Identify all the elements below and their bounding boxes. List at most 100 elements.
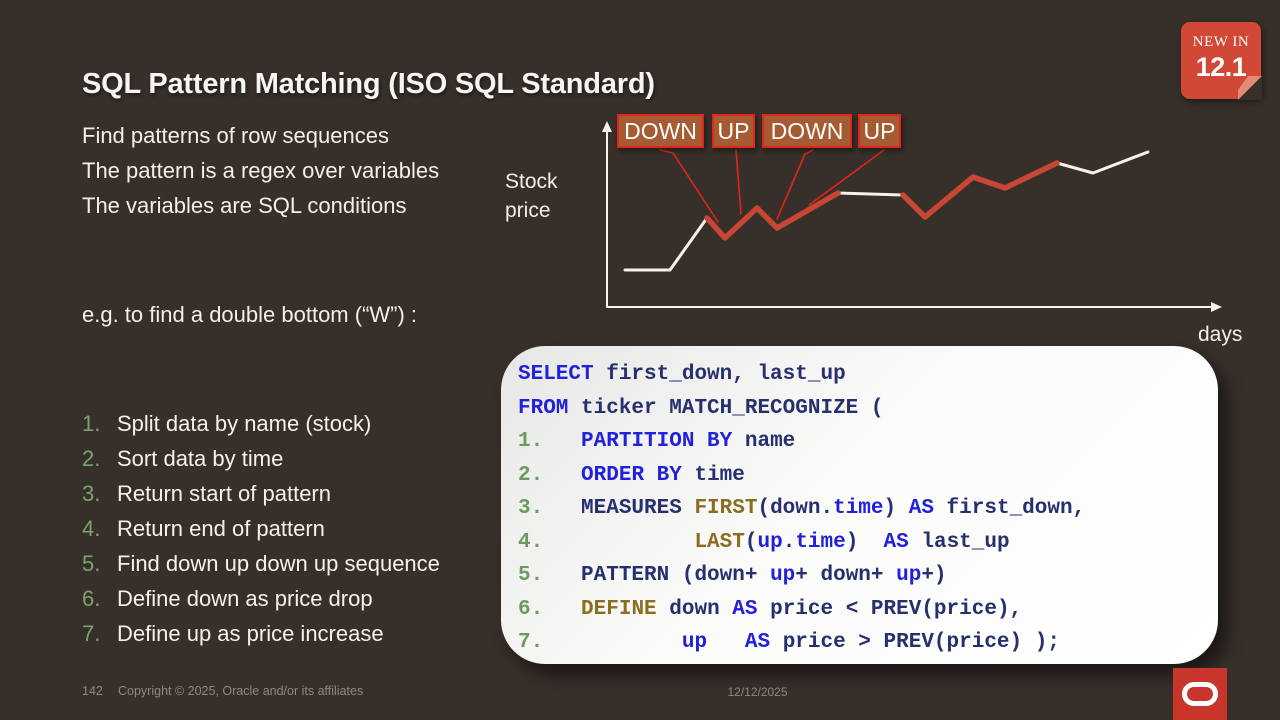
code-token: 6. <box>518 597 544 621</box>
y-axis-label: Stock price <box>505 170 558 222</box>
step-text: Define up as price increase <box>117 621 384 646</box>
step-item: 3. Return start of pattern <box>82 476 440 511</box>
y-axis-arrow-icon <box>602 121 612 132</box>
step-number: 1. <box>82 411 101 436</box>
code-line: 3. MEASURES FIRST(down.time) AS first_do… <box>518 492 1210 526</box>
steps-list: 1. Split data by name (stock) 2. Sort data … <box>82 406 440 651</box>
code-line: FROM ticker MATCH_RECOGNIZE ( <box>518 392 1210 426</box>
intro-lines: Find patterns of row sequences The patte… <box>82 118 439 223</box>
code-line: 2. ORDER BY time <box>518 459 1210 493</box>
code-lines: SELECT first_down, last_up FROM ticker MA… <box>518 358 1210 660</box>
code-token: up <box>681 631 708 654</box>
code-token: ) <box>845 530 884 554</box>
code-token: time <box>681 463 745 487</box>
oracle-logo <box>1173 668 1227 720</box>
code-line: 1. PARTITION BY name <box>518 425 1210 459</box>
code-token: ( <box>744 530 758 554</box>
code-token: AS <box>908 497 934 520</box>
stock-line-segment-red <box>900 160 1060 220</box>
code-token: PATTERN (down+ <box>543 564 771 587</box>
step-text: Sort data by time <box>117 446 284 471</box>
code-token: +) <box>921 564 947 587</box>
code-token: . <box>782 530 796 554</box>
code-token: ticker MATCH_RECOGNIZE ( <box>568 396 884 420</box>
oracle-o-icon <box>1182 682 1218 706</box>
code-token: AS <box>883 530 909 554</box>
code-token: time <box>833 497 884 520</box>
pattern-badge: DOWN <box>617 114 704 148</box>
pattern-badge: UP <box>712 114 755 148</box>
step-text: Find down up down up sequence <box>117 551 440 576</box>
step-item: 4. Return end of pattern <box>82 511 440 546</box>
code-token: FROM <box>518 396 569 420</box>
code-line: 6. DEFINE down AS price < PREV(price), <box>518 593 1210 627</box>
code-token: ORDER BY <box>581 463 682 487</box>
x-axis-label: days <box>1198 323 1243 346</box>
stock-line-segment-white <box>623 216 709 272</box>
intro-line: Find patterns of row sequences <box>82 123 389 148</box>
code-line: 5. PATTERN (down+ up+ down+ up+) <box>518 559 1210 593</box>
step-number: 7. <box>82 621 101 646</box>
code-token: 1. <box>518 430 544 453</box>
code-token: last_up <box>908 530 1010 554</box>
pattern-badge: DOWN <box>762 114 852 148</box>
step-number: 5. <box>82 551 101 576</box>
code-token: FIRST <box>694 497 758 520</box>
code-token: 5. <box>518 564 544 587</box>
code-token <box>543 531 694 554</box>
code-token: first_down, <box>933 497 1086 520</box>
step-item: 7. Define up as price increase <box>82 616 440 651</box>
code-token <box>543 464 581 487</box>
code-token: up <box>770 564 796 587</box>
code-token: 7. <box>518 631 544 654</box>
slide-date: 12/12/2025 <box>727 685 788 699</box>
badge-connector-line <box>735 149 742 215</box>
new-in-version: 12.1 <box>1195 52 1247 82</box>
badge-connector-line <box>659 149 719 223</box>
code-token: ) <box>883 497 909 520</box>
page-number: 142 <box>82 684 103 698</box>
step-text: Define down as price drop <box>117 586 373 611</box>
step-item: 6. Define down as price drop <box>82 581 440 616</box>
code-token: up <box>896 564 922 587</box>
step-number: 6. <box>82 586 101 611</box>
step-text: Split data by name (stock) <box>117 411 372 436</box>
code-token <box>707 631 745 654</box>
code-token: price > PREV(price) ); <box>770 631 1060 654</box>
example-line: e.g. to find a double bottom (“W”) : <box>82 302 418 327</box>
code-token: 4. <box>518 530 544 554</box>
badge-connector-line <box>776 149 814 220</box>
code-token <box>543 598 581 621</box>
code-token: SELECT <box>518 363 594 386</box>
code-token <box>543 430 581 453</box>
intro-line: The variables are SQL conditions <box>82 193 407 218</box>
code-token: price < PREV(price), <box>757 597 1023 621</box>
x-axis-arrow-icon <box>1211 302 1222 312</box>
stock-line-segment-red <box>704 190 841 241</box>
sql-code-block: SELECT first_down, last_up FROM ticker MA… <box>501 346 1218 664</box>
step-number: 2. <box>82 446 101 471</box>
pattern-badge: UP <box>858 114 901 148</box>
step-number: 4. <box>82 516 101 541</box>
code-token: PARTITION BY <box>581 430 733 453</box>
code-token: first_down, last_up <box>593 363 846 386</box>
code-token: down <box>656 597 733 621</box>
code-token: LAST <box>694 530 745 554</box>
code-token: 3. <box>518 497 544 520</box>
intro-line: The pattern is a regex over variables <box>82 158 440 183</box>
step-item: 5. Find down up down up sequence <box>82 546 440 581</box>
step-text: Return end of pattern <box>117 516 325 541</box>
code-token: (down. <box>757 497 834 520</box>
code-token: name <box>732 430 796 453</box>
new-in-label: NEW IN <box>1192 34 1250 50</box>
step-number: 3. <box>82 481 101 506</box>
code-line: 7. up AS price > PREV(price) ); <box>518 626 1210 660</box>
code-token: + down+ <box>795 564 897 587</box>
page-title: SQL Pattern Matching (ISO SQL Standard) <box>82 68 655 100</box>
badge-connector-line <box>808 149 885 206</box>
new-in-badge: NEW IN 12.1 <box>1181 22 1262 100</box>
copyright-text: Copyright © 2025, Oracle and/or its affi… <box>118 684 364 698</box>
stock-price-chart <box>602 121 1222 312</box>
step-text: Return start of pattern <box>117 481 331 506</box>
